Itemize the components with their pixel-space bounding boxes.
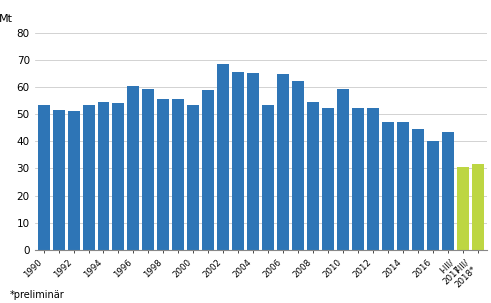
Bar (202, 90, 214, 250)
Bar (82, 105, 94, 250)
Bar (292, 81, 304, 250)
Bar (367, 108, 379, 250)
Bar (53, 110, 64, 250)
Bar (142, 89, 154, 250)
Bar (382, 122, 394, 250)
Bar (277, 74, 289, 250)
Bar (172, 98, 184, 250)
Bar (158, 98, 169, 250)
Bar (427, 141, 439, 250)
Bar (128, 85, 139, 250)
Text: Mt: Mt (0, 14, 12, 24)
Bar (188, 105, 199, 250)
Bar (262, 105, 274, 250)
Bar (442, 132, 454, 250)
Bar (232, 72, 244, 250)
Text: *preliminär: *preliminär (10, 290, 65, 300)
Bar (218, 64, 229, 250)
Bar (337, 89, 349, 250)
Bar (68, 111, 80, 250)
Bar (457, 167, 469, 250)
Bar (397, 122, 409, 250)
Bar (307, 102, 319, 250)
Bar (472, 164, 484, 250)
Bar (112, 103, 124, 250)
Bar (38, 105, 50, 250)
Bar (322, 108, 334, 250)
Bar (352, 108, 364, 250)
Bar (412, 129, 424, 250)
Bar (247, 72, 259, 250)
Bar (98, 102, 109, 250)
